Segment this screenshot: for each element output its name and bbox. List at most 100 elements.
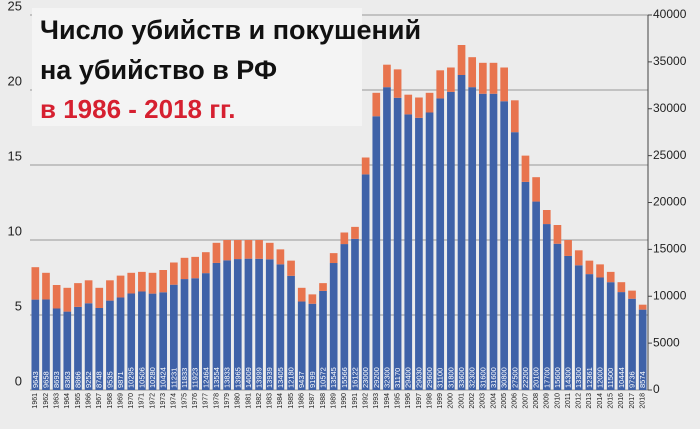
value-label: 9736 [628,371,637,388]
value-label: 9658 [41,371,50,388]
x-tick-label: 1961 [32,393,39,409]
y-tick-label: 20 [8,73,22,88]
bar-segment [31,267,40,300]
x-tick-label: 1969 [117,393,124,409]
value-label: 12361 [585,367,594,388]
value-label: 10295 [127,367,136,388]
bar-segment [74,283,82,307]
bar-segment [244,240,253,259]
bar-segment [276,249,285,265]
value-label: 31100 [436,368,445,388]
x-tick-label: 2007 [522,393,529,409]
x-tick-label: 1986 [299,393,306,409]
value-label: 13405 [276,367,285,388]
x-tick-label: 1978 [213,393,220,409]
value-label: 8363 [63,371,72,388]
value-label: 29400 [404,367,413,388]
x-tick-label: 1962 [43,393,50,409]
bar-segment [223,260,231,390]
bar-segment [148,272,157,294]
bar-segment [628,290,636,299]
x-tick-label: 1963 [53,393,60,409]
value-label: 15566 [340,367,349,388]
bar-segment [191,256,199,279]
bar-segment [148,293,157,390]
x-tick-label: 1975 [181,393,188,409]
value-label: 13939 [265,367,274,388]
bar-segment [95,287,104,308]
bar-segment [351,238,359,390]
bar-segment [361,157,370,175]
value-label: 13545 [329,367,338,388]
value-label: 30800 [500,367,509,388]
x-tick-label: 1996 [405,393,412,409]
x-tick-label: 2009 [544,393,551,409]
x-tick-label: 2015 [608,393,615,409]
bar-segment [74,306,82,390]
x-tick-label: 1985 [288,393,295,409]
bar-segment [84,280,93,304]
x-tick-label: 1998 [426,393,433,409]
bar-segment [542,210,551,225]
bar-segment [564,255,572,390]
x-tick-label: 1967 [96,393,103,409]
bar-segment [95,307,104,390]
chart-subtitle: в 1986 - 2018 гг. [40,94,236,124]
bar-segment [255,258,263,390]
bar-segment [468,87,477,390]
bar-segment [553,225,562,244]
bar-segment [127,272,136,294]
value-label: 10444 [617,367,626,388]
value-label: 31800 [446,367,455,388]
x-tick-label: 2010 [554,393,561,409]
x-tick-label: 1977 [203,393,210,409]
value-label: 11231 [169,368,178,388]
bar-segment [255,240,263,259]
x-tick-label: 1988 [320,393,327,409]
bar-segment [116,297,125,390]
x-tick-label: 1973 [160,393,167,409]
bar-segment [596,277,604,390]
value-label: 13554 [212,367,221,388]
x-tick-label: 1980 [235,393,242,409]
bar-segment [415,97,423,118]
x-tick-label: 2018 [640,393,647,409]
value-label: 12180 [287,367,296,388]
bar-segment [42,299,50,390]
bar-segment [106,280,114,301]
x-tick-label: 1976 [192,393,199,409]
y2-tick-label: 20000 [653,195,687,209]
x-tick-label: 1964 [64,393,71,409]
bar-segment [457,45,466,75]
x-tick-label: 1974 [171,393,178,409]
x-tick-label: 1997 [416,393,423,409]
bar-segment [553,243,562,390]
bar-segment [393,97,402,390]
value-label: 11833 [180,368,189,388]
value-label: 29200 [372,367,381,388]
bar-segment [606,271,615,283]
y2-tick-label: 5000 [653,335,680,349]
value-label: 13833 [223,367,232,388]
bar-segment [138,271,146,292]
value-label: 10280 [148,367,157,388]
x-tick-label: 1987 [309,393,316,409]
x-tick-label: 2008 [533,393,540,409]
value-label: 8574 [638,371,647,388]
x-tick-label: 1971 [139,393,146,409]
bar-segment [361,174,370,390]
y2-tick-label: 15000 [653,242,687,256]
y2-tick-label: 35000 [653,54,687,68]
x-tick-label: 1970 [128,393,135,409]
value-label: 31600 [489,367,498,388]
bar-segment [351,226,359,239]
x-tick-label: 1994 [384,393,391,409]
bar-segment [479,93,487,390]
x-tick-label: 2001 [458,393,465,409]
value-label: 29600 [425,367,434,388]
bar-segment [233,240,242,260]
bar-segment [617,282,626,293]
value-label: 8748 [95,371,104,388]
bar-segment [106,300,114,390]
bar-segment [308,303,317,390]
